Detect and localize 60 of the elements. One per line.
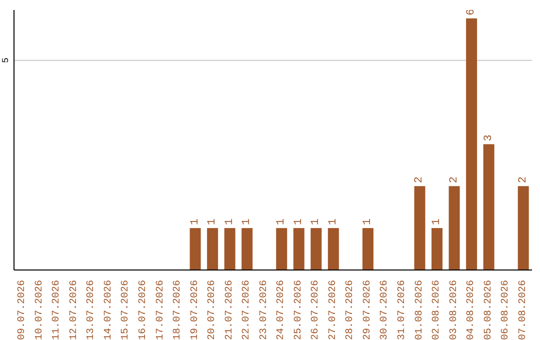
x-tick-label: 02.08.2026 <box>432 280 443 340</box>
x-tick-label: 28.07.2026 <box>345 280 356 340</box>
x-tick-label: 30.07.2026 <box>380 280 391 340</box>
bar <box>466 18 478 270</box>
x-tick-label: 13.07.2026 <box>86 280 98 340</box>
x-tick-label: 22.07.2026 <box>242 280 253 340</box>
data-label: 1 <box>276 218 288 226</box>
data-label: 1 <box>241 218 254 226</box>
x-tick-label: 05.08.2026 <box>483 280 494 340</box>
x-tick-label: 27.07.2026 <box>328 280 339 340</box>
data-label: 1 <box>224 218 236 226</box>
bar <box>448 186 460 270</box>
x-tick-label: 29.07.2026 <box>362 280 374 340</box>
data-label: 1 <box>431 218 444 226</box>
bar <box>190 228 201 270</box>
bar <box>362 228 374 270</box>
x-tick-label: 19.07.2026 <box>190 280 201 340</box>
x-tick-label: 16.07.2026 <box>138 280 149 340</box>
data-label: 2 <box>414 176 426 184</box>
bar <box>483 144 494 270</box>
x-tick-label: 23.07.2026 <box>258 280 270 340</box>
x-tick-label: 17.07.2026 <box>155 280 166 340</box>
bar <box>414 186 426 270</box>
bar <box>432 228 443 270</box>
data-label: 2 <box>448 176 460 184</box>
x-tick-label: 24.07.2026 <box>276 280 288 340</box>
data-label: 1 <box>206 218 219 226</box>
x-tick-label: 01.08.2026 <box>414 280 426 340</box>
x-tick-label: 20.07.2026 <box>207 280 218 340</box>
x-tick-label: 04.08.2026 <box>466 280 478 340</box>
bar <box>242 228 253 270</box>
x-tick-label: 21.07.2026 <box>224 280 236 340</box>
x-tick-label: 03.08.2026 <box>448 280 460 340</box>
bar <box>276 228 288 270</box>
x-tick-label: 25.07.2026 <box>293 280 304 340</box>
data-label: 3 <box>482 134 495 142</box>
data-label: 1 <box>189 218 202 226</box>
x-tick-label: 10.07.2026 <box>34 280 46 340</box>
x-tick-label: 11.07.2026 <box>52 280 63 340</box>
bar <box>518 186 529 270</box>
data-label: 1 <box>292 218 305 226</box>
bar <box>310 228 322 270</box>
x-tick-label: 12.07.2026 <box>68 280 80 340</box>
x-tick-label: 15.07.2026 <box>120 280 132 340</box>
data-label: 1 <box>327 218 340 226</box>
x-tick-label: 18.07.2026 <box>172 280 184 340</box>
bar <box>224 228 236 270</box>
x-tick-label: 31.07.2026 <box>397 280 408 340</box>
x-tick-label: 26.07.2026 <box>310 280 322 340</box>
bar <box>293 228 304 270</box>
bar <box>207 228 218 270</box>
data-label: 1 <box>310 218 322 226</box>
bar <box>328 228 339 270</box>
x-tick-label: 07.08.2026 <box>518 280 529 340</box>
x-tick-label: 14.07.2026 <box>103 280 114 340</box>
x-tick-label: 09.07.2026 <box>17 280 28 340</box>
data-label: 2 <box>517 176 530 184</box>
y-tick-label: 5 <box>1 58 11 64</box>
x-tick-label: 06.08.2026 <box>500 280 512 340</box>
data-label: 1 <box>362 218 374 226</box>
